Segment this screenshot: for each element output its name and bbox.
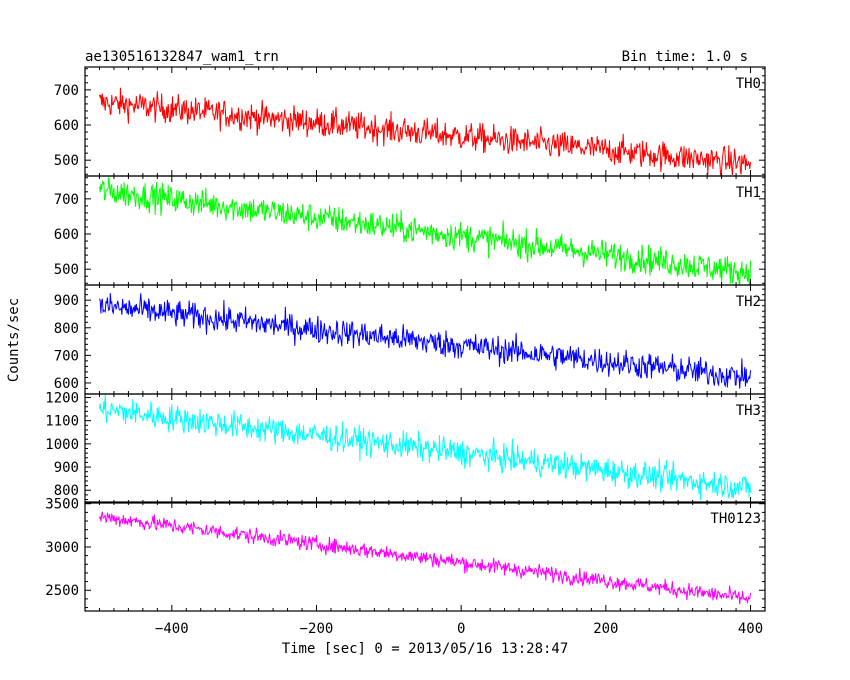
panel-frame <box>84 501 766 612</box>
x-tick-label: −200 <box>300 621 334 637</box>
series-line-th0123 <box>98 511 752 605</box>
panel-name-label: TH0 <box>736 76 761 92</box>
y-tick-label: 600 <box>54 376 79 392</box>
y-tick-label: 500 <box>54 153 79 169</box>
panel-th0: 500 600 700 TH0 <box>54 66 766 177</box>
series-line-th2 <box>99 293 752 389</box>
y-tick-label: 600 <box>54 227 79 243</box>
y-tick-label: 1000 <box>45 437 79 453</box>
panel-name-label: TH0123 <box>710 511 761 527</box>
y-tick-label: 700 <box>54 348 79 364</box>
y-tick-label: 800 <box>54 321 79 337</box>
y-tick-label: 700 <box>54 83 79 99</box>
x-tick-label: 0 <box>457 621 465 637</box>
panel-th2: 600 700 800 900 TH2 <box>54 284 766 395</box>
x-axis-title: Time [sec] 0 = 2013/05/16 13:28:47 <box>282 641 569 657</box>
panel-th3: 800 900 1000 1100 1200 TH3 <box>45 390 766 504</box>
panels-group: 500 600 700 TH0 500 600 700 TH1 600 700 800 900 TH2 8… <box>45 66 766 612</box>
series-line-th0 <box>98 87 752 176</box>
y-tick-label: 900 <box>54 293 79 309</box>
panel-th0123: 2500 3000 3500 TH0123 <box>45 497 766 612</box>
y-tick-label: 800 <box>54 483 79 499</box>
chart-title-left: ae130516132847_wam1_trn <box>85 49 279 65</box>
x-tick-label: −400 <box>155 621 189 637</box>
x-tick-labels: −400 −200 0 200 400 <box>155 621 763 637</box>
y-tick-label: 500 <box>54 262 79 278</box>
series-line-th3 <box>98 394 752 501</box>
chart-title-right: Bin time: 1.0 s <box>622 49 748 65</box>
y-axis-title: Counts/sec <box>6 298 22 382</box>
panel-name-label: TH3 <box>736 403 761 419</box>
y-tick-label: 600 <box>54 118 79 134</box>
y-tick-label: 900 <box>54 460 79 476</box>
y-tick-label: 700 <box>54 192 79 208</box>
series-line-th1 <box>98 176 752 285</box>
x-tick-label: 200 <box>593 621 618 637</box>
panel-th1: 500 600 700 TH1 <box>54 175 766 286</box>
y-tick-label: 1200 <box>45 390 79 406</box>
y-tick-label: 3500 <box>45 497 79 513</box>
panel-name-label: TH2 <box>736 294 761 310</box>
panel-name-label: TH1 <box>736 185 761 201</box>
y-tick-label: 1100 <box>45 414 79 430</box>
y-tick-label: 2500 <box>45 583 79 599</box>
y-tick-label: 3000 <box>45 540 79 556</box>
x-tick-label: 400 <box>738 621 763 637</box>
